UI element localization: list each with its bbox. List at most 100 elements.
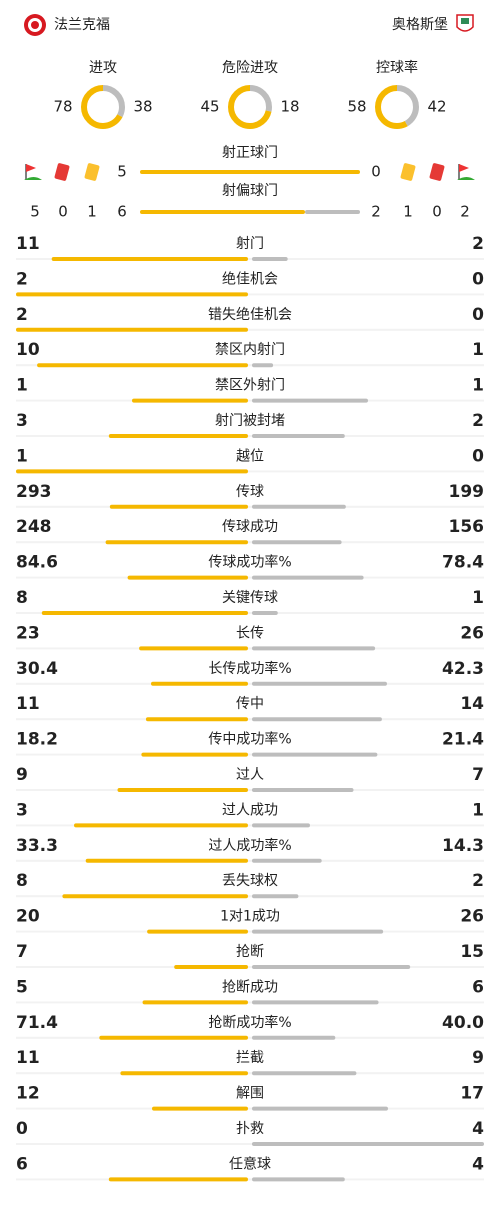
track: [16, 930, 484, 933]
away-bar: [252, 858, 322, 863]
card-count: 1: [403, 203, 413, 221]
away-value: 1: [472, 800, 484, 820]
home-bar: [74, 823, 248, 828]
away-bar: [252, 646, 376, 651]
away-value: 9: [472, 1048, 484, 1068]
away-bar: [252, 540, 342, 545]
away-value: 38: [133, 98, 152, 116]
track: [16, 859, 484, 862]
track: [16, 1143, 484, 1145]
home-value: 20: [16, 907, 40, 927]
away-value: 4: [472, 1119, 484, 1139]
away-bar: [252, 1035, 336, 1040]
stat-label: 传球成功率%: [208, 554, 291, 571]
away-bar: [252, 717, 382, 722]
home-bar: [152, 1106, 248, 1111]
card-count: 0: [432, 203, 442, 221]
track: [16, 789, 484, 791]
home-value: 2: [16, 305, 28, 325]
away-bar: [252, 788, 354, 792]
stat-label: 禁区内射门: [215, 342, 285, 358]
home-bar: [16, 469, 248, 474]
home-arc: [81, 85, 125, 129]
away-value: 199: [449, 482, 485, 502]
away-value: 18: [280, 98, 299, 116]
home-value: 248: [16, 517, 52, 537]
away-value: 1: [472, 588, 484, 608]
home-value: 11: [16, 694, 40, 714]
stat-label: 抢断成功率%: [208, 1014, 291, 1031]
away-bar: [252, 752, 378, 757]
stat-label: 错失绝佳机会: [208, 307, 292, 323]
away-value: 40.0: [442, 1013, 484, 1033]
home-arc: [228, 85, 272, 129]
track: [16, 1072, 484, 1075]
stat-label: 传球: [236, 484, 264, 500]
away-value: 26: [460, 907, 484, 927]
home-bar: [51, 257, 248, 261]
away-bar: [252, 398, 368, 403]
away-bar: [252, 681, 387, 686]
track: [16, 328, 484, 331]
home-value: 33.3: [16, 836, 58, 856]
track: [16, 966, 484, 968]
home-value: 45: [200, 98, 219, 116]
home-value: 2: [16, 269, 28, 289]
home-bar: [147, 929, 248, 934]
home-bar: [85, 858, 248, 863]
card-count: 1: [87, 203, 97, 221]
home-bar: [99, 1035, 249, 1040]
track: [16, 647, 484, 650]
stat-label: 关键传球: [222, 590, 278, 606]
track: [16, 505, 484, 508]
stat-label: 传中成功率%: [208, 731, 291, 748]
home-value: 0: [16, 1119, 28, 1139]
away-value: 42.3: [442, 659, 484, 679]
away-value: 26: [460, 623, 484, 643]
away-value: 2: [472, 871, 484, 891]
home-value: 71.4: [16, 1013, 58, 1033]
stat-label: 传中: [236, 696, 264, 712]
track: [16, 682, 484, 685]
track: [16, 399, 484, 402]
track: [16, 612, 484, 614]
home-bar: [120, 1071, 248, 1076]
track: [16, 1001, 484, 1004]
away-value: 6: [472, 977, 484, 997]
home-bar: [142, 1000, 248, 1005]
home-value: 8: [16, 871, 28, 891]
home-value: 6: [117, 203, 127, 221]
away-bar: [252, 823, 310, 828]
track: [16, 895, 484, 898]
home-bar: [16, 327, 248, 332]
away-logo: [456, 14, 474, 32]
home-value: 11: [16, 1048, 40, 1068]
away-value: 2: [472, 234, 484, 254]
ring-label: 控球率: [376, 59, 418, 76]
away-value: 0: [472, 446, 484, 466]
home-value: 7: [16, 942, 28, 962]
home-value: 30.4: [16, 659, 58, 679]
away-bar: [252, 1071, 357, 1076]
home-bar: [139, 646, 248, 651]
card-count: 5: [30, 203, 40, 221]
away-value: 42: [427, 98, 446, 116]
stat-label: 解围: [236, 1086, 264, 1102]
home-logo: [24, 14, 46, 36]
home-bar: [108, 1177, 248, 1182]
card-count: 0: [58, 203, 68, 221]
home-bar: [140, 170, 360, 174]
track: [16, 1178, 484, 1181]
away-value: 14.3: [442, 836, 484, 856]
stat-label: 拦截: [236, 1050, 264, 1066]
away-value: 1: [472, 376, 484, 396]
home-value: 58: [347, 98, 366, 116]
home-value: 23: [16, 623, 40, 643]
away-bar: [252, 965, 411, 969]
away-bar: [252, 257, 288, 261]
home-team: 法兰克福: [54, 17, 110, 33]
home-value: 10: [16, 340, 40, 360]
away-bar: [252, 1142, 484, 1146]
away-bar: [252, 363, 274, 368]
